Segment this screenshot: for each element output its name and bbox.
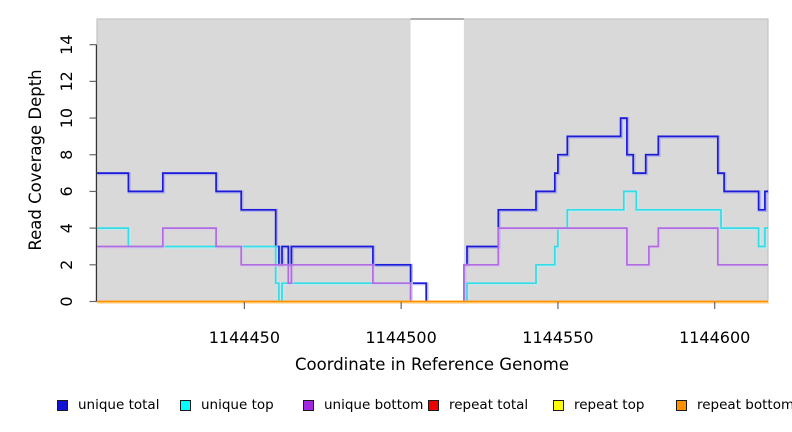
legend-label: unique top (201, 397, 274, 413)
legend-item-repeat-top: repeat top (553, 396, 644, 414)
x-tick-label: 1144550 (522, 328, 593, 347)
x-axis-title: Coordinate in Reference Genome (295, 355, 569, 374)
axes: 0 2 4 6 8 10 12 14 1144450 1144500 1144550 1144600 (57, 35, 750, 347)
legend-label: repeat bottom (697, 397, 792, 413)
x-tick-label: 1144500 (366, 328, 437, 347)
y-tick-label: 0 (57, 296, 76, 306)
y-tick-label: 4 (57, 223, 76, 233)
y-tick-label: 14 (57, 35, 76, 55)
y-axis-title: Read Coverage Depth (26, 69, 45, 250)
legend-label: repeat total (449, 397, 529, 413)
legend-label: unique bottom (324, 397, 424, 413)
legend-label: unique total (78, 397, 160, 413)
series-line-unique-total (97, 117, 768, 303)
series-lines (97, 117, 769, 304)
legend-item-repeat-bottom: repeat bottom (676, 396, 792, 414)
series-line-unique-bottom (97, 227, 768, 303)
y-tick-label: 8 (57, 150, 76, 160)
legend-item-unique-top: unique top (180, 396, 274, 414)
legend-swatch-icon (553, 399, 564, 411)
legend-item-unique-total: unique total (57, 396, 159, 414)
legend-swatch-icon (428, 399, 439, 411)
x-tick-label: 1144600 (679, 328, 750, 347)
legend-swatch-icon (676, 399, 687, 411)
y-tick-label: 12 (57, 71, 76, 91)
legend-swatch-icon (180, 399, 191, 411)
y-tick-label: 6 (57, 186, 76, 196)
x-tick-label: 1144450 (209, 328, 280, 347)
no-data-gap (410, 19, 464, 302)
series-line-unique-top (97, 190, 768, 303)
legend-label: repeat top (574, 397, 645, 413)
legend: unique total unique top unique bottom repea… (0, 396, 792, 422)
y-tick-label: 10 (57, 108, 76, 128)
legend-item-unique-bottom: unique bottom (303, 396, 423, 414)
legend-item-repeat-total: repeat total (428, 396, 528, 414)
y-tick-label: 2 (57, 260, 76, 270)
legend-swatch-icon (57, 399, 68, 411)
legend-swatch-icon (303, 399, 314, 411)
plot-panel (96, 18, 769, 303)
